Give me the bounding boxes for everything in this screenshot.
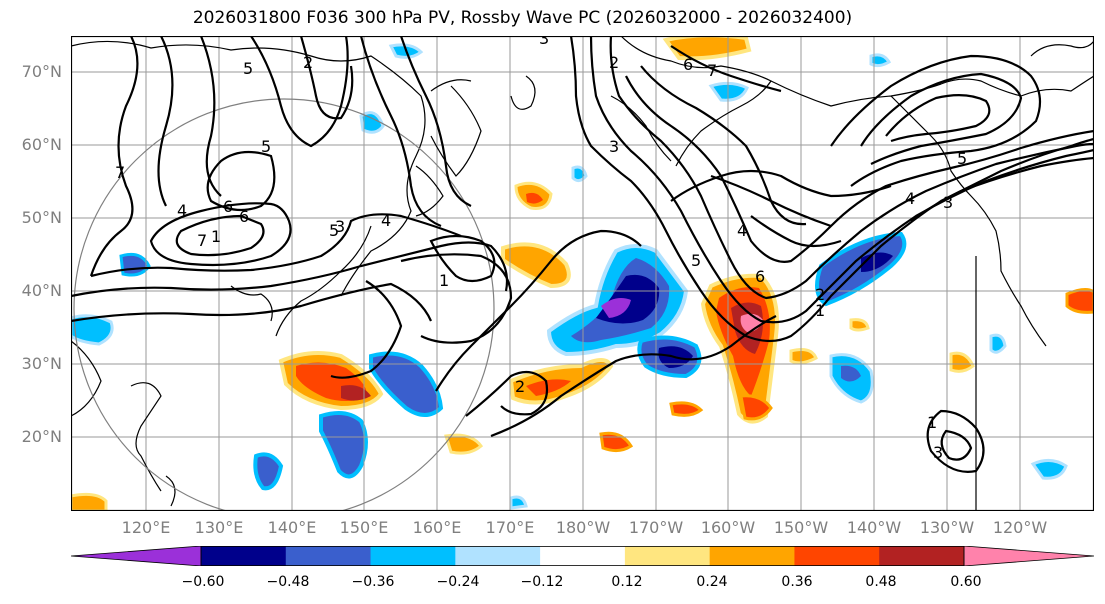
lon-label-160e: 160°E — [412, 518, 462, 537]
map-title: 2026031800 F036 300 hPa PV, Rossby Wave … — [192, 8, 853, 28]
reference-circle — [73, 98, 495, 511]
contour-label: 4 — [905, 189, 915, 208]
contour-label: 5 — [957, 149, 967, 168]
lon-label-130w: 130°W — [919, 518, 975, 537]
colorbar-cell — [285, 546, 372, 566]
contour-label: 6 — [223, 197, 233, 216]
contour-label: 2 — [609, 53, 619, 72]
colorbar-cell — [201, 546, 287, 566]
map-panel: 3 2 5 6 7 4 1 5 6 7 5 2 3 4 1 2 3 4 5 6 … — [71, 36, 1094, 511]
colorbar-tick: −0.12 — [520, 574, 564, 590]
lon-label-170e: 170°E — [485, 518, 535, 537]
lon-label-140w: 140°W — [846, 518, 902, 537]
colorbar-cell — [794, 546, 880, 566]
contour-label: 2 — [303, 53, 313, 72]
contour-label: 5 — [261, 137, 271, 156]
contour-label: 3 — [943, 193, 953, 212]
contour-label: 5 — [243, 59, 253, 78]
lon-label-140e: 140°E — [267, 518, 317, 537]
colorbar-tick: 0.24 — [696, 574, 728, 590]
colorbar-tick: −0.60 — [181, 574, 225, 590]
lon-label-150w: 150°W — [773, 518, 829, 537]
colorbar-cell — [455, 546, 541, 566]
gridlines — [71, 36, 1094, 511]
lon-label-120e: 120°E — [121, 518, 171, 537]
contour-label: 1 — [815, 301, 825, 320]
contour-label: 6 — [755, 267, 765, 286]
contour-label: 7 — [197, 231, 207, 250]
contour-label: 3 — [539, 36, 549, 48]
colorbar-tick: −0.36 — [351, 574, 395, 590]
coastlines — [71, 36, 1094, 511]
contour-label: 3 — [335, 217, 345, 236]
contour-label-group: 3 2 5 6 7 4 1 5 6 7 5 2 3 4 1 2 3 4 5 6 … — [115, 36, 967, 462]
lon-label-170w: 170°W — [628, 518, 684, 537]
lat-label-40n: 40°N — [21, 281, 62, 300]
colorbar-tick: 0.36 — [781, 574, 813, 590]
lat-label-60n: 60°N — [21, 135, 62, 154]
colorbar-extension-high — [964, 546, 1094, 566]
lat-label-30n: 30°N — [21, 354, 62, 373]
positive-anomaly-alaska — [662, 36, 752, 61]
contour-label: 1 — [927, 413, 937, 432]
contour-label: 4 — [381, 211, 391, 230]
lon-label-120w: 120°W — [992, 518, 1048, 537]
colorbar-cell — [370, 546, 456, 566]
lat-label-20n: 20°N — [21, 427, 62, 446]
contour-label: 1 — [211, 227, 221, 246]
colorbar-cell — [709, 546, 795, 566]
colorbar-tick: 0.48 — [865, 574, 897, 590]
colorbar-cell — [879, 546, 965, 566]
colorbar-tick: −0.48 — [266, 574, 310, 590]
contour-label: 6 — [239, 207, 249, 226]
map-frame — [71, 36, 1094, 511]
contour-label: 4 — [737, 221, 747, 240]
colorbar-tick: 0.60 — [950, 574, 982, 590]
pv-contours — [71, 36, 1094, 473]
contour-label: 5 — [691, 251, 701, 270]
lon-label-180w: 180°W — [555, 518, 611, 537]
colorbar — [71, 546, 1094, 566]
contour-label: 3 — [609, 137, 619, 156]
lon-label-130e: 130°E — [194, 518, 244, 537]
contour-label: 4 — [177, 201, 187, 220]
colorbar-cell — [624, 546, 711, 566]
contour-label: 7 — [115, 163, 125, 182]
lat-label-50n: 50°N — [21, 208, 62, 227]
contour-label: 2 — [815, 285, 825, 304]
contour-label: 6 — [683, 55, 693, 74]
colorbar-extension-low — [71, 546, 201, 566]
lat-label-70n: 70°N — [21, 62, 62, 81]
contour-label: 2 — [515, 377, 525, 396]
colorbar-tick: −0.24 — [436, 574, 480, 590]
colorbar-cell — [540, 546, 626, 566]
contour-label: 1 — [439, 271, 449, 290]
contour-label: 7 — [707, 61, 717, 80]
contour-label: 3 — [933, 443, 943, 462]
lon-label-160w: 160°W — [700, 518, 756, 537]
lon-label-150e: 150°E — [339, 518, 389, 537]
contour-label: 5 — [329, 221, 339, 240]
colorbar-tick: 0.12 — [611, 574, 643, 590]
